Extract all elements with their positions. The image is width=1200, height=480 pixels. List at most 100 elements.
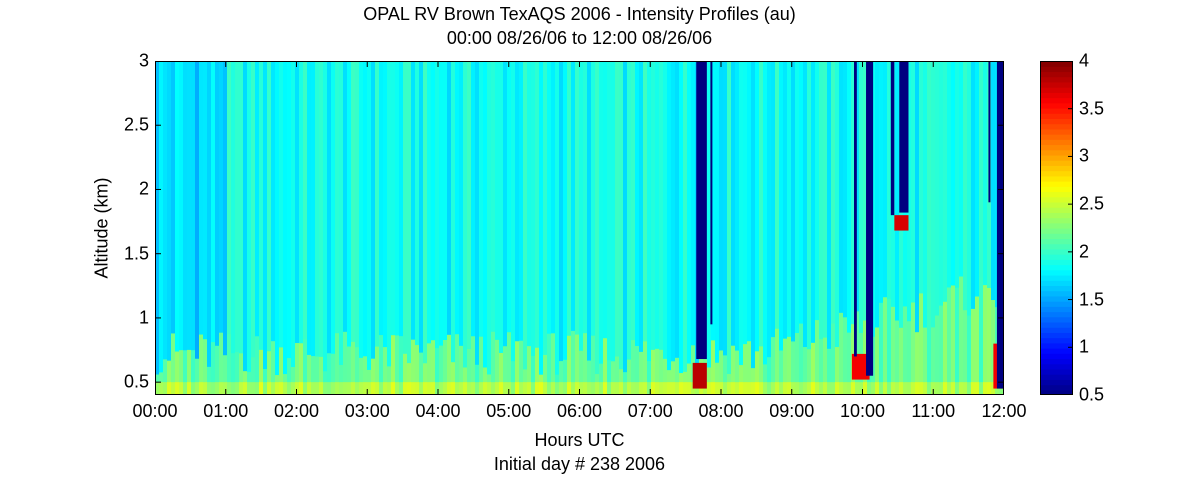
heatmap-column — [219, 61, 224, 395]
heatmap-layer-cell — [875, 327, 880, 395]
heatmap-layer-cell — [543, 354, 548, 395]
colorbar-step — [1040, 123, 1073, 130]
heatmap-layer-cell — [171, 382, 176, 395]
heatmap-layer-cell — [831, 323, 836, 395]
heatmap-column — [543, 61, 548, 395]
colorbar-step — [1040, 170, 1073, 177]
heatmap-layer-cell — [783, 382, 788, 395]
heatmap-column — [711, 61, 716, 395]
heatmap-column — [487, 61, 492, 395]
colorbar-step — [1040, 160, 1073, 166]
colorbar-tick-label: 2 — [1079, 241, 1090, 262]
heatmap-layer-cell — [451, 362, 456, 395]
heatmap-column — [971, 61, 976, 395]
heatmap-column — [567, 61, 572, 395]
heatmap-layer-cell — [411, 382, 416, 395]
heatmap-layer-cell — [395, 335, 400, 395]
heatmap-layer-cell — [279, 347, 284, 395]
heatmap-column — [187, 61, 192, 395]
colorbar-tick-label: 4 — [1079, 50, 1090, 71]
heatmap-column — [515, 61, 520, 395]
heatmap-layer-cell — [563, 382, 568, 395]
heatmap-layer-cell — [183, 382, 188, 395]
heatmap-column — [179, 61, 184, 395]
heatmap-layer-cell — [543, 382, 548, 395]
heatmap-column — [719, 61, 724, 395]
heatmap-column — [575, 61, 580, 395]
heatmap-layer-cell — [187, 382, 192, 395]
heatmap-layer-cell — [655, 348, 660, 395]
heatmap-column — [535, 61, 540, 395]
heatmap-layer-cell — [471, 336, 476, 395]
colorbar-tick-label: 1 — [1079, 336, 1090, 357]
heatmap-layer-cell — [407, 382, 412, 395]
heatmap-layer-cell — [347, 346, 352, 395]
colorbar-step — [1040, 207, 1073, 213]
heatmap-column — [611, 61, 616, 395]
colorbar-step — [1040, 233, 1073, 240]
y-axis-label: Altitude (km) — [91, 177, 112, 279]
heatmap-column — [159, 61, 164, 395]
heatmap-column — [735, 61, 740, 395]
heatmap-column — [251, 61, 256, 395]
heatmap-layer-cell — [883, 382, 888, 395]
heatmap-layer-cell — [879, 302, 884, 395]
heatmap-layer-cell — [395, 382, 400, 395]
heatmap-layer-cell — [403, 353, 408, 395]
heatmap-layer-cell — [355, 382, 360, 395]
heatmap-column — [243, 61, 248, 395]
signal-dropout — [866, 61, 874, 376]
colorbar-step — [1040, 128, 1073, 135]
heatmap-layer-cell — [959, 276, 964, 395]
heatmap-layer-cell — [427, 343, 432, 395]
heatmap-layer-cell — [627, 382, 632, 395]
heatmap-layer-cell — [423, 382, 428, 395]
colorbar-tick-label: 3.5 — [1079, 98, 1105, 119]
heatmap-layer-cell — [331, 382, 336, 395]
heatmap-layer-cell — [715, 382, 720, 395]
heatmap-layer-cell — [767, 357, 772, 395]
heatmap-column — [751, 61, 756, 395]
heatmap-layer-cell — [791, 382, 796, 395]
heatmap-layer-cell — [219, 332, 224, 395]
heatmap-layer-cell — [335, 333, 340, 395]
heatmap-layer-cell — [347, 382, 352, 395]
heatmap-layer-cell — [971, 382, 976, 395]
heatmap-column — [891, 61, 896, 395]
colorbar-step — [1040, 374, 1073, 380]
heatmap-layer-cell — [371, 382, 376, 395]
heatmap-layer-cell — [963, 382, 968, 395]
heatmap-column — [643, 61, 648, 395]
heatmap-layer-cell — [431, 382, 436, 395]
heatmap-column — [507, 61, 512, 395]
heatmap-layer-cell — [363, 356, 368, 395]
heatmap-layer-cell — [235, 382, 240, 395]
colorbar-step — [1040, 97, 1073, 104]
colorbar-step — [1040, 139, 1073, 146]
heatmap-layer-cell — [391, 335, 396, 395]
colorbar-step — [1040, 92, 1073, 99]
heatmap-layer-cell — [339, 382, 344, 395]
heatmap-column — [495, 61, 500, 395]
heatmap-column — [447, 61, 452, 395]
colorbar-step — [1040, 87, 1073, 93]
heatmap-layer-cell — [807, 349, 812, 395]
heatmap-column — [523, 61, 528, 395]
heatmap-layer-cell — [615, 356, 620, 395]
colorbar-step — [1040, 118, 1073, 125]
heatmap-layer-cell — [255, 382, 260, 395]
heatmap-layer-cell — [287, 382, 292, 395]
heatmap-layer-cell — [447, 382, 452, 395]
high-intensity-region — [692, 362, 707, 389]
high-intensity-region — [851, 353, 870, 380]
heatmap-column — [203, 61, 208, 395]
heatmap-layer-cell — [767, 382, 772, 395]
heatmap-layer-cell — [271, 341, 276, 395]
heatmap-layer-cell — [915, 382, 920, 395]
colorbar-step — [1040, 61, 1073, 67]
heatmap-layer-cell — [611, 382, 616, 395]
heatmap-layer-cell — [831, 382, 836, 395]
heatmap-layer-cell — [759, 382, 764, 395]
heatmap-column — [863, 61, 868, 395]
heatmap-layer-cell — [811, 342, 816, 395]
